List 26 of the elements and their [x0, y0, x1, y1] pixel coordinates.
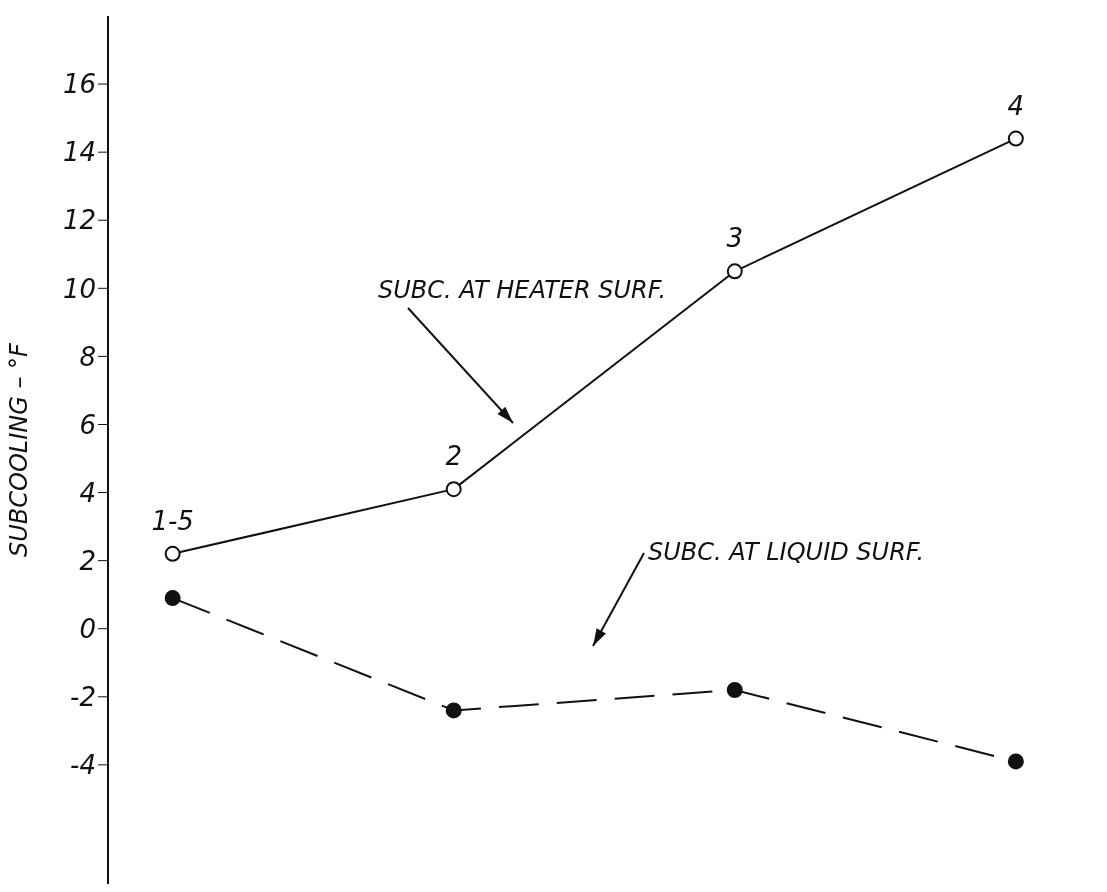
- annotation: 3: [726, 223, 744, 254]
- point: [1007, 753, 1024, 770]
- y-tick-label: 16: [62, 69, 96, 100]
- point: [726, 681, 743, 698]
- y-tick-label: 8: [79, 341, 96, 372]
- point: [445, 481, 462, 498]
- point: [445, 702, 462, 719]
- text: SUBC. AT LIQUID SURF.: [648, 538, 925, 566]
- y-tick-label: 10: [62, 273, 96, 304]
- point: [1007, 130, 1024, 147]
- annotation: 4: [1007, 90, 1025, 121]
- point: [726, 263, 743, 280]
- y-tick-label: 6: [79, 409, 96, 440]
- annotation: 2: [445, 441, 462, 472]
- point: [164, 545, 181, 562]
- y-tick-label: -2: [70, 682, 96, 713]
- y-tick-label: 0: [79, 613, 96, 644]
- point: [164, 590, 181, 607]
- y-tick-label: 14: [62, 137, 96, 168]
- annotation: 1-5: [151, 505, 194, 536]
- y-tick-label: 2: [79, 545, 96, 576]
- y-tick-label: -4: [70, 750, 96, 781]
- y-axis-title: SUBCOOLING – °F: [4, 341, 33, 557]
- series-label: SUBC. AT HEATER SURF.: [378, 276, 667, 304]
- y-tick-label: 12: [62, 205, 96, 236]
- y-tick-label: 4: [79, 477, 96, 508]
